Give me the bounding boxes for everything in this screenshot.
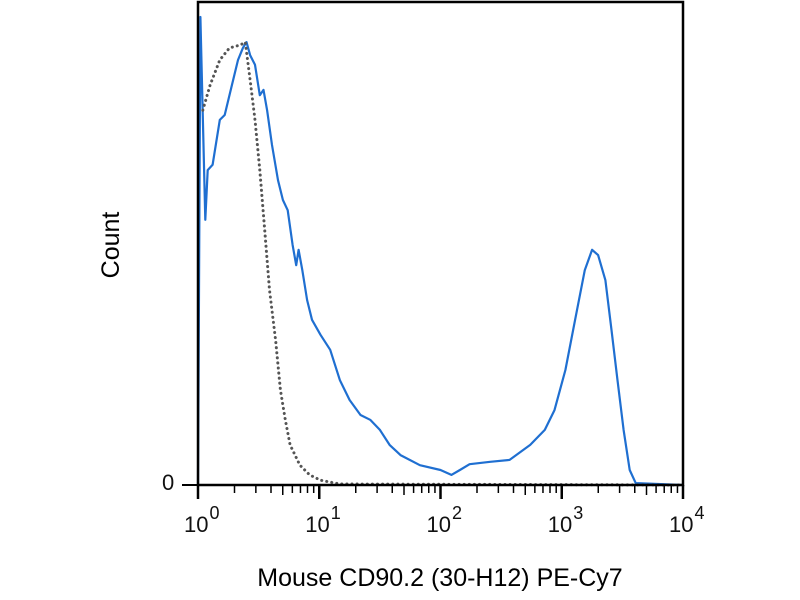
tick-base: 10 [427,512,451,537]
tick-base: 10 [669,512,693,537]
series-line-stained [196,15,684,487]
tick-exponent: 0 [209,503,219,523]
tick-exponent: 1 [331,503,341,523]
x-tick-labels: 100 101 102 103 104 [184,503,705,537]
x-tick-label: 103 [548,503,584,537]
plot-frame [196,0,685,487]
y-axis-title: Count [97,212,125,279]
tick-base: 10 [548,512,572,537]
x-tick-label: 101 [305,503,341,537]
tick-base: 10 [184,512,208,537]
series-line-isotype [201,40,685,487]
tick-exponent: 3 [573,503,583,523]
x-ticks [196,485,685,499]
x-axis-title: Mouse CD90.2 (30-H12) PE-Cy7 [257,564,622,592]
x-tick-label: 102 [427,503,463,537]
series-group [196,15,685,487]
x-tick-label: 100 [184,503,220,537]
y-tick-label-0: 0 [162,470,174,495]
tick-base: 10 [305,512,329,537]
tick-exponent: 4 [694,503,704,523]
tick-exponent: 2 [452,503,462,523]
x-tick-label: 104 [669,503,705,537]
